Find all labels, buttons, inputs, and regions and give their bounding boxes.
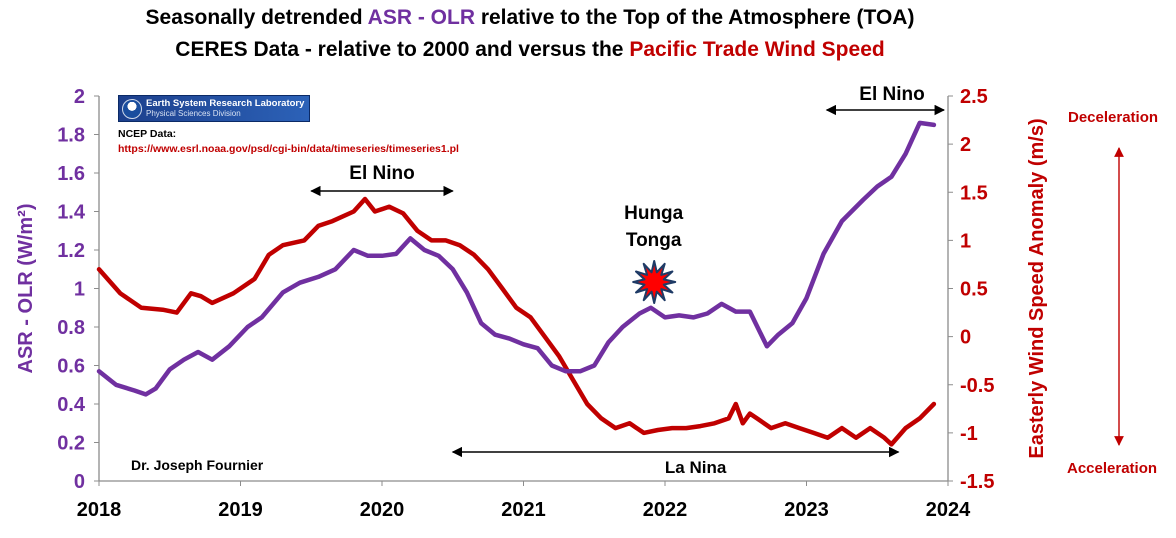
el-nino-label: El Nino xyxy=(349,163,414,184)
hunga-tonga-label: Tonga xyxy=(626,230,682,251)
left-tick-label: 1.2 xyxy=(57,240,85,262)
wind-speed-line xyxy=(96,196,937,447)
logo-subtitle: Physical Sciences Division xyxy=(146,109,241,118)
chart-title-line1: Seasonally detrended ASR - OLR relative … xyxy=(0,6,1060,30)
left-tick-label: 2 xyxy=(74,86,85,108)
right-tick-label: -0.5 xyxy=(960,375,994,397)
x-tick-label: 2020 xyxy=(360,499,405,521)
deceleration-label: Deceleration xyxy=(1068,109,1159,126)
noaa-emblem-icon xyxy=(122,99,142,119)
chart-title-line2: CERES Data - relative to 2000 and versus… xyxy=(0,38,1060,62)
logo-title: Earth System Research Laboratory xyxy=(146,98,305,109)
right-tick-label: 2 xyxy=(960,134,971,156)
right-axis-title: Easterly Wind Speed Anomaly (m/s) xyxy=(1026,118,1048,458)
x-tick-label: 2019 xyxy=(218,499,263,521)
left-tick-label: 1.8 xyxy=(57,125,85,147)
hunga-tonga-label: Hunga xyxy=(624,203,684,224)
source-label: NCEP Data: xyxy=(118,128,177,140)
esrl-logo: Earth System Research Laboratory Physica… xyxy=(118,95,310,122)
right-tick-label: -1.5 xyxy=(960,471,994,493)
left-tick-label: 1 xyxy=(74,279,85,301)
x-tick-label: 2024 xyxy=(926,499,971,521)
left-tick-label: 1.6 xyxy=(57,163,85,185)
right-tick-label: 1.5 xyxy=(960,182,988,204)
right-tick-label: 0.5 xyxy=(960,279,988,301)
x-tick-label: 2021 xyxy=(501,499,546,521)
title-segment: CERES Data - relative to 2000 and versus… xyxy=(175,38,630,61)
eruption-burst-icon xyxy=(632,260,677,304)
right-tick-label: 0 xyxy=(960,327,971,349)
left-tick-label: 0 xyxy=(74,471,85,493)
left-tick-label: 1.4 xyxy=(57,202,86,224)
left-axis-title: ASR - OLR (W/m²) xyxy=(15,204,37,374)
el-nino-label: El Nino xyxy=(859,84,924,105)
acceleration-label: Acceleration xyxy=(1067,460,1158,477)
left-tick-label: 0.8 xyxy=(57,317,85,339)
right-tick-label: -1 xyxy=(960,423,978,445)
x-tick-label: 2018 xyxy=(77,499,122,521)
x-tick-label: 2023 xyxy=(784,499,829,521)
left-tick-label: 0.6 xyxy=(57,356,85,378)
title-asr-olr: ASR - OLR xyxy=(367,6,475,29)
left-tick-label: 0.2 xyxy=(57,433,85,455)
right-tick-label: 2.5 xyxy=(960,86,988,108)
title-segment: Seasonally detrended xyxy=(145,6,368,29)
title-segment: relative to the Top of the Atmosphere (T… xyxy=(474,6,915,29)
left-tick-label: 0.4 xyxy=(57,394,86,416)
right-tick-label: 1 xyxy=(960,230,971,252)
asr-olr-line xyxy=(96,120,937,397)
la-nina-label: La Nina xyxy=(665,458,727,477)
title-wind-speed: Pacific Trade Wind Speed xyxy=(629,38,885,61)
author-credit: Dr. Joseph Fournier xyxy=(131,457,264,473)
source-url[interactable]: https://www.esrl.noaa.gov/psd/cgi-bin/da… xyxy=(118,143,459,155)
x-tick-label: 2022 xyxy=(643,499,688,521)
